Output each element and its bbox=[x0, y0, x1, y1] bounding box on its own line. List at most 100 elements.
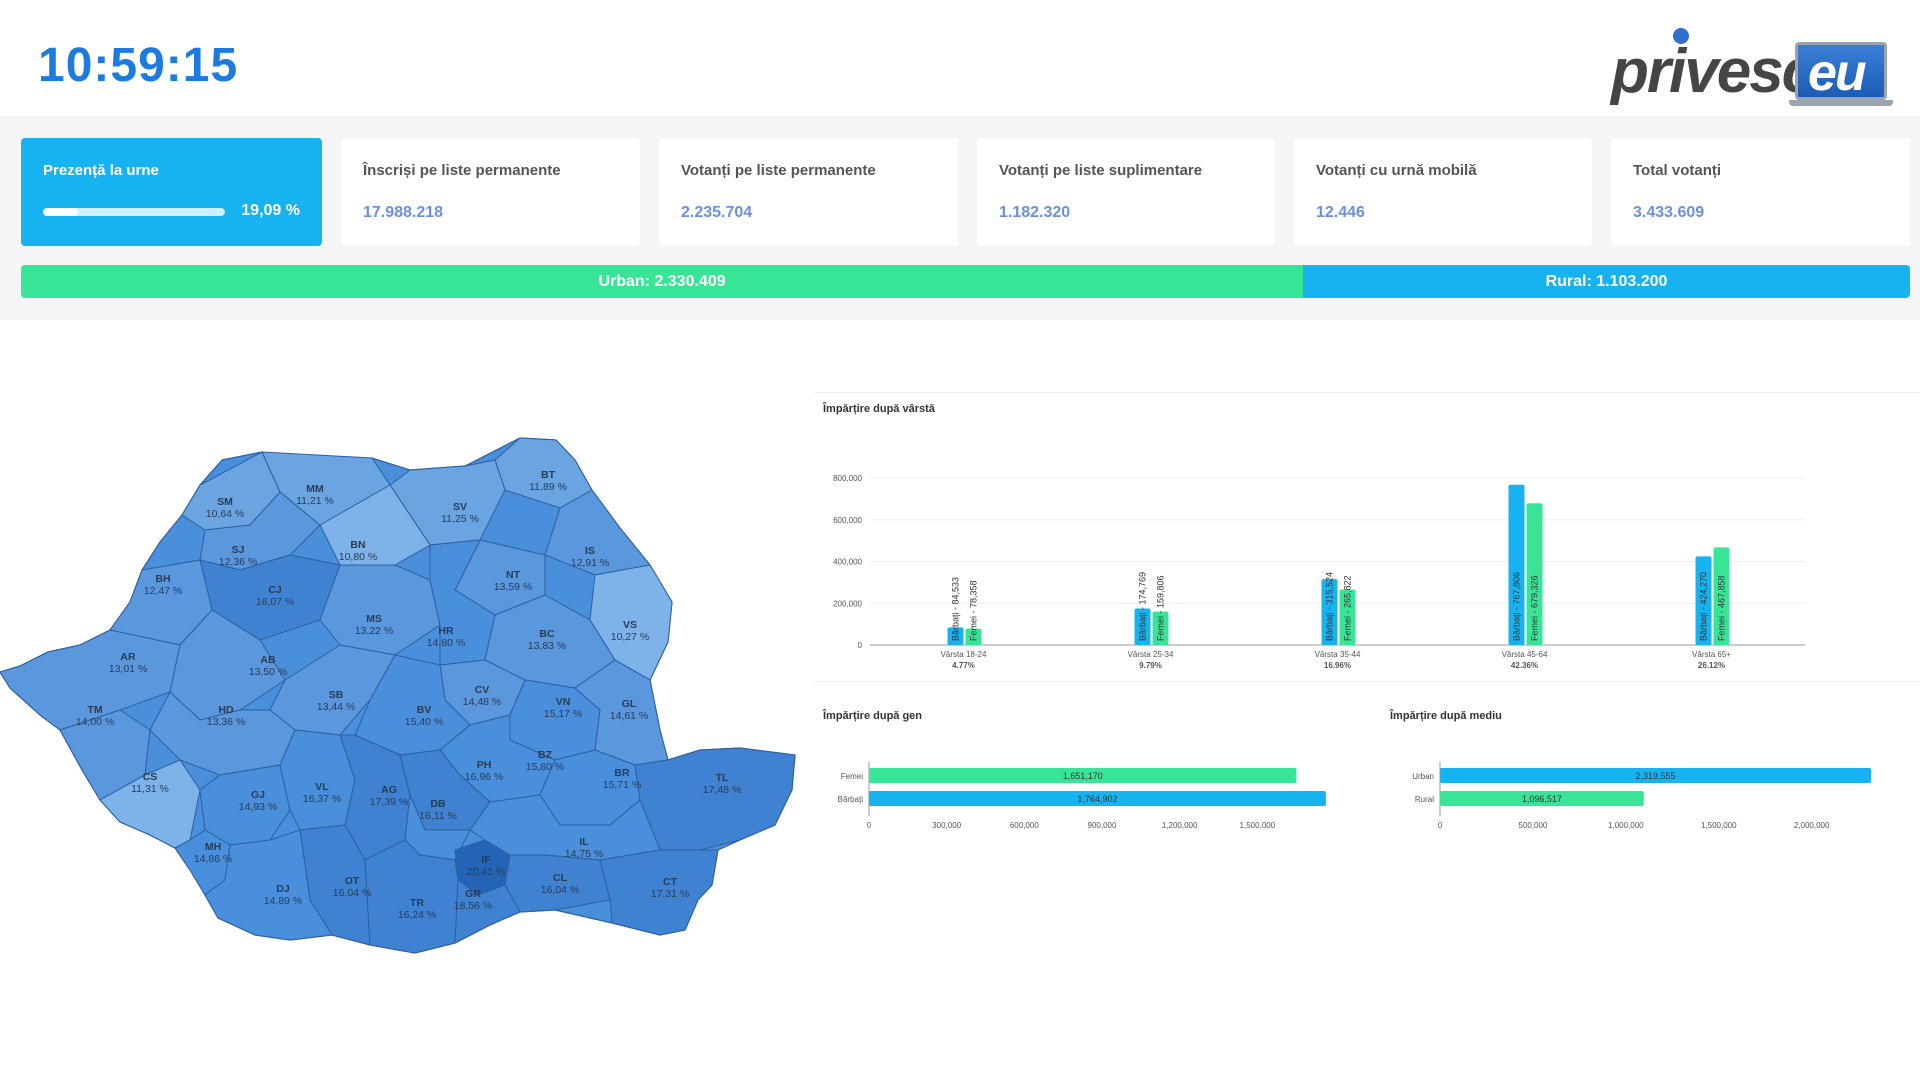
environment-bar bbox=[1440, 768, 1872, 783]
county-shape-ms bbox=[319, 564, 441, 656]
county-code-ag: AG bbox=[381, 784, 397, 796]
county-pct-bn: 10,80 % bbox=[339, 551, 378, 563]
registered-value: 17.988.218 bbox=[363, 204, 444, 221]
county-code-cv: CV bbox=[475, 684, 490, 696]
environment-xtick-label: 1,000,000 bbox=[1608, 821, 1644, 830]
county-code-ab: AB bbox=[260, 654, 276, 666]
environment-bar-value: 2,319,555 bbox=[1636, 771, 1676, 781]
age-bar-men bbox=[1508, 484, 1525, 645]
county-pct-dj: 14,89 % bbox=[264, 895, 303, 907]
age-bar-label: Femei - 679,326 bbox=[1530, 575, 1540, 641]
county-pct-ot: 16,04 % bbox=[333, 887, 372, 899]
voted-supplementary-card: Votanți pe liste suplimentare 1.182.320 bbox=[977, 138, 1275, 246]
gender-category-label: Bărbați bbox=[838, 795, 864, 804]
county-code-br: BR bbox=[614, 767, 630, 779]
county-shape-ct bbox=[599, 849, 719, 936]
county-shape-hd bbox=[149, 691, 296, 776]
total-card: Total votanți 3.433.609 bbox=[1611, 138, 1910, 246]
county-pct-bv: 15,40 % bbox=[405, 716, 444, 728]
county-shape-gr bbox=[454, 879, 521, 944]
voted-mobile-title: Votanți cu urnă mobilă bbox=[1316, 162, 1477, 179]
age-bar-label: Bărbați - 424,270 bbox=[1699, 572, 1709, 641]
county-code-ct: CT bbox=[663, 876, 678, 888]
age-chart-title: Împărțire după vârstă bbox=[823, 403, 935, 415]
gender-bar-value: 1,764,902 bbox=[1077, 794, 1117, 804]
county-pct-bt: 11,89 % bbox=[529, 481, 567, 493]
county-pct-ms: 13,22 % bbox=[355, 625, 394, 637]
logo-laptop-base bbox=[1789, 100, 1893, 106]
presence-progress-fill bbox=[43, 208, 78, 216]
age-category-label: Vârsta 18-24 bbox=[941, 650, 987, 659]
county-code-db: DB bbox=[430, 798, 446, 810]
county-pct-sv: 11,25 % bbox=[441, 513, 479, 525]
gender-chart-panel: Împărțire după gen 0 300,000 600,000 900,00… bbox=[815, 700, 1360, 860]
county-pct-gj: 14,93 % bbox=[239, 801, 278, 813]
environment-category-label: Urban bbox=[1412, 772, 1434, 781]
county-code-mh: MH bbox=[205, 841, 221, 853]
county-code-nt: NT bbox=[506, 569, 521, 581]
county-code-hd: HD bbox=[218, 704, 234, 716]
age-category-label: Vârsta 25-34 bbox=[1128, 650, 1174, 659]
age-ytick-label: 200,000 bbox=[833, 599, 862, 608]
county-code-bh: BH bbox=[155, 573, 170, 585]
county-pct-mh: 14,86 % bbox=[194, 853, 233, 865]
voted-supplementary-value: 1.182.320 bbox=[999, 204, 1071, 221]
voted-mobile-value: 12.446 bbox=[1316, 204, 1365, 221]
age-category-label: Vârsta 65+ bbox=[1692, 650, 1731, 659]
county-shapes bbox=[0, 437, 796, 954]
environment-chart-title: Împărțire după mediu bbox=[1390, 710, 1502, 722]
county-shape-dj bbox=[204, 829, 333, 941]
county-pct-cl: 16,04 % bbox=[541, 884, 580, 896]
age-bar-women bbox=[1713, 547, 1730, 645]
presence-card: Prezență la urne 19,09 % bbox=[21, 138, 322, 246]
county-code-gr: GR bbox=[465, 888, 481, 900]
age-bar-women bbox=[1152, 611, 1169, 645]
county-code-bc: BC bbox=[539, 628, 555, 640]
age-bar-men bbox=[1134, 608, 1151, 645]
county-code-sb: SB bbox=[329, 689, 344, 701]
logo-text: privesc bbox=[1611, 37, 1816, 106]
age-ytick-label: 600,000 bbox=[833, 516, 862, 525]
rural-segment: Rural: 1.103.200 bbox=[1303, 265, 1910, 298]
age-bar-label: Bărbați - 315,524 bbox=[1325, 572, 1335, 641]
county-pct-bc: 13,83 % bbox=[528, 640, 567, 652]
county-code-cl: CL bbox=[553, 872, 568, 884]
environment-category-label: Rural bbox=[1415, 795, 1434, 804]
county-shape-tl bbox=[634, 747, 796, 851]
gender-xtick-label: 0 bbox=[867, 821, 872, 830]
age-category-share: 26.12% bbox=[1698, 661, 1725, 670]
registered-title: Înscriși pe liste permanente bbox=[363, 162, 561, 179]
age-category-label: Vârsta 35-44 bbox=[1315, 650, 1361, 659]
gender-xtick-label: 1,200,000 bbox=[1162, 821, 1198, 830]
voted-permanent-value: 2.235.704 bbox=[681, 204, 753, 221]
age-bar-label: Bărbați - 767,806 bbox=[1512, 572, 1522, 641]
county-pct-ag: 17,39 % bbox=[370, 796, 409, 808]
age-category-label: Vârsta 45-64 bbox=[1502, 650, 1548, 659]
county-pct-db: 16,11 % bbox=[419, 810, 457, 822]
gender-chart-title: Împărțire după gen bbox=[823, 710, 923, 722]
county-pct-tr: 16,24 % bbox=[398, 909, 437, 921]
voted-permanent-card: Votanți pe liste permanente 2.235.704 bbox=[659, 138, 958, 246]
age-chart: 0 200,000 400,000 600,000 800,000 Bărbați - 8… bbox=[833, 474, 1805, 670]
county-pct-il: 14,75 % bbox=[565, 848, 604, 860]
county-pct-sb: 13,44 % bbox=[317, 701, 356, 713]
clock: 10:59:15 bbox=[38, 39, 239, 92]
county-shape-bn bbox=[319, 484, 431, 566]
age-bar-men bbox=[1695, 556, 1712, 645]
county-pct-vn: 15,17 % bbox=[544, 708, 583, 720]
age-bar-label: Bărbați - 84,533 bbox=[951, 577, 961, 641]
environment-bar-value: 1,096,517 bbox=[1522, 794, 1562, 804]
county-code-mm: MM bbox=[306, 483, 324, 495]
voted-permanent-title: Votanți pe liste permanente bbox=[681, 162, 876, 179]
environment-xtick-label: 500,000 bbox=[1518, 821, 1547, 830]
county-pct-ar: 13,01 % bbox=[109, 663, 148, 675]
age-ytick-label: 0 bbox=[858, 641, 863, 650]
environment-xtick-label: 2,000,000 bbox=[1794, 821, 1830, 830]
county-code-tl: TL bbox=[716, 772, 729, 784]
environment-xtick-label: 0 bbox=[1438, 821, 1443, 830]
age-bar-women bbox=[1339, 589, 1356, 645]
county-pct-ph: 16,96 % bbox=[465, 771, 504, 783]
voted-mobile-card: Votanți cu urnă mobilă 12.446 bbox=[1294, 138, 1592, 246]
county-code-vl: VL bbox=[315, 781, 329, 793]
total-title: Total votanți bbox=[1633, 162, 1722, 179]
